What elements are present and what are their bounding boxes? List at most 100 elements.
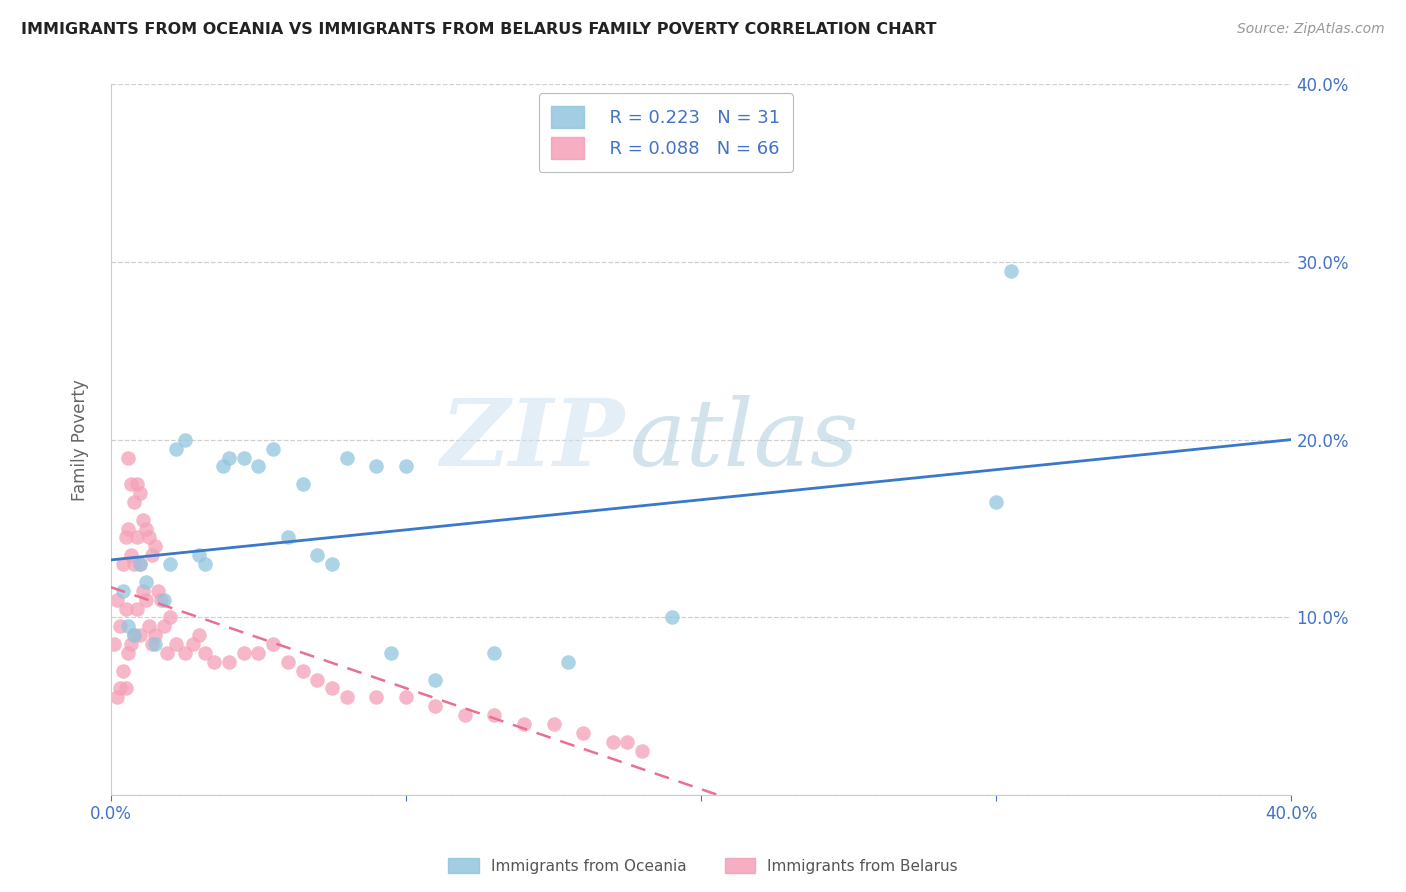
Point <box>111 664 134 678</box>
Point <box>395 690 418 705</box>
Point <box>103 637 125 651</box>
Point <box>262 637 284 651</box>
Point <box>143 628 166 642</box>
Point <box>188 548 211 562</box>
Point <box>108 681 131 696</box>
Point <box>117 646 139 660</box>
Point <box>543 717 565 731</box>
Point <box>218 450 240 465</box>
Legend: Immigrants from Oceania, Immigrants from Belarus: Immigrants from Oceania, Immigrants from… <box>441 852 965 880</box>
Point <box>129 557 152 571</box>
Point <box>124 628 146 642</box>
Point <box>321 557 343 571</box>
Point <box>149 592 172 607</box>
Y-axis label: Family Poverty: Family Poverty <box>72 379 89 500</box>
Point <box>380 646 402 660</box>
Point <box>661 610 683 624</box>
Point <box>135 592 157 607</box>
Point <box>153 619 176 633</box>
Point <box>202 655 225 669</box>
Point <box>425 673 447 687</box>
Text: Source: ZipAtlas.com: Source: ZipAtlas.com <box>1237 22 1385 37</box>
Point <box>124 495 146 509</box>
Point <box>307 673 329 687</box>
Legend:   R = 0.223   N = 31,   R = 0.088   N = 66: R = 0.223 N = 31, R = 0.088 N = 66 <box>538 94 793 172</box>
Point <box>159 610 181 624</box>
Point <box>159 557 181 571</box>
Point <box>572 726 595 740</box>
Point <box>232 450 254 465</box>
Point <box>262 442 284 456</box>
Point <box>132 513 155 527</box>
Point <box>124 628 146 642</box>
Point <box>366 459 388 474</box>
Point <box>218 655 240 669</box>
Point <box>454 708 477 723</box>
Point <box>143 539 166 553</box>
Point <box>247 459 270 474</box>
Point <box>141 548 163 562</box>
Point <box>120 548 142 562</box>
Point <box>127 531 149 545</box>
Text: atlas: atlas <box>630 395 860 484</box>
Point <box>111 557 134 571</box>
Point <box>336 690 359 705</box>
Point <box>291 477 314 491</box>
Point <box>117 450 139 465</box>
Point <box>307 548 329 562</box>
Text: IMMIGRANTS FROM OCEANIA VS IMMIGRANTS FROM BELARUS FAMILY POVERTY CORRELATION CH: IMMIGRANTS FROM OCEANIA VS IMMIGRANTS FR… <box>21 22 936 37</box>
Point <box>156 646 179 660</box>
Point <box>117 522 139 536</box>
Point <box>425 699 447 714</box>
Point <box>321 681 343 696</box>
Point <box>291 664 314 678</box>
Point <box>366 690 388 705</box>
Point <box>602 735 624 749</box>
Point <box>127 601 149 615</box>
Point <box>105 690 128 705</box>
Point <box>146 583 169 598</box>
Point <box>153 592 176 607</box>
Point <box>120 637 142 651</box>
Point <box>173 433 195 447</box>
Point <box>108 619 131 633</box>
Point <box>138 619 160 633</box>
Point <box>513 717 536 731</box>
Point <box>194 557 217 571</box>
Point <box>484 646 506 660</box>
Point <box>277 655 299 669</box>
Point <box>247 646 270 660</box>
Point <box>114 681 136 696</box>
Point <box>114 531 136 545</box>
Point <box>111 583 134 598</box>
Point <box>105 592 128 607</box>
Point <box>616 735 638 749</box>
Point <box>395 459 418 474</box>
Point <box>183 637 205 651</box>
Point <box>141 637 163 651</box>
Point <box>557 655 579 669</box>
Point <box>986 495 1008 509</box>
Point <box>129 486 152 500</box>
Point <box>277 531 299 545</box>
Point <box>129 628 152 642</box>
Point <box>484 708 506 723</box>
Point <box>138 531 160 545</box>
Point <box>135 574 157 589</box>
Point <box>232 646 254 660</box>
Point <box>132 583 155 598</box>
Point <box>212 459 235 474</box>
Point <box>165 442 187 456</box>
Point <box>120 477 142 491</box>
Point <box>188 628 211 642</box>
Point <box>117 619 139 633</box>
Point <box>1000 264 1022 278</box>
Point <box>165 637 187 651</box>
Point <box>143 637 166 651</box>
Point <box>124 557 146 571</box>
Point <box>631 744 654 758</box>
Point <box>127 477 149 491</box>
Point <box>135 522 157 536</box>
Point <box>173 646 195 660</box>
Point <box>336 450 359 465</box>
